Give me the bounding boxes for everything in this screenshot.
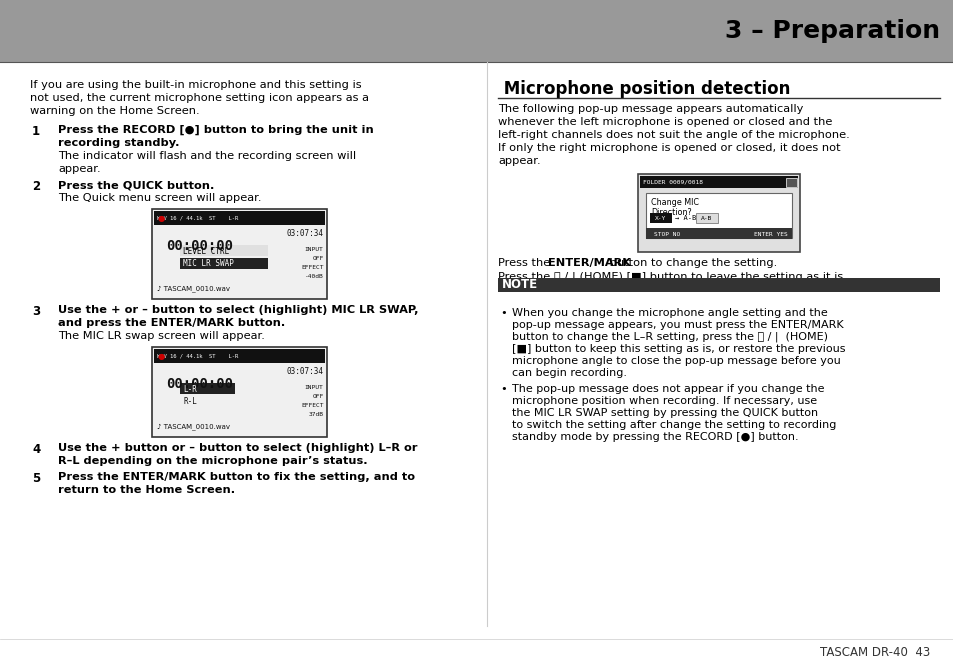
Bar [180,258,268,269]
Text: TASCAM DR-40  43: TASCAM DR-40 43 [819,646,929,660]
Text: The indicator will flash and the recording screen will: The indicator will flash and the recordi… [58,151,355,161]
Bar [696,213,718,223]
Text: return to the Home Screen.: return to the Home Screen. [58,485,234,495]
Bar [497,278,939,292]
Bar [152,347,327,437]
Text: EFFECT: EFFECT [301,265,323,270]
Text: 03:07:34: 03:07:34 [286,367,323,376]
Text: WAV 16 / 44.1k  ST    L-R: WAV 16 / 44.1k ST L-R [157,354,238,358]
Text: Press the ⌛ / | (HOME) [■] button to leave the setting as it is.: Press the ⌛ / | (HOME) [■] button to lea… [497,272,846,282]
Text: → A-B: → A-B [675,215,696,221]
Text: not used, the current microphone setting icon appears as a: not used, the current microphone setting… [30,93,369,103]
Bar [154,349,325,363]
Text: The pop-up message does not appear if you change the: The pop-up message does not appear if yo… [512,384,823,394]
Text: Direction?: Direction? [650,208,691,217]
Text: and press the ENTER/MARK button.: and press the ENTER/MARK button. [58,318,285,328]
Text: R–L depending on the microphone pair’s status.: R–L depending on the microphone pair’s s… [58,456,367,466]
Text: 00:00:00: 00:00:00 [167,377,233,391]
Text: 5: 5 [32,472,40,485]
Text: standby mode by pressing the RECORD [●] button.: standby mode by pressing the RECORD [●] … [512,432,798,442]
Text: 3 – Preparation: 3 – Preparation [724,19,939,43]
Text: can begin recording.: can begin recording. [512,368,626,378]
Text: •: • [499,308,506,318]
Text: ♪ TASCAM_0010.wav: ♪ TASCAM_0010.wav [157,285,231,292]
Text: EFFECT: EFFECT [301,403,323,408]
Bar [0,0,953,62]
Text: X-Y: X-Y [655,215,666,221]
Text: The following pop-up message appears automatically: The following pop-up message appears aut… [497,104,802,114]
Text: Press the QUICK button.: Press the QUICK button. [58,180,214,190]
Text: [■] button to keep this setting as is, or restore the previous: [■] button to keep this setting as is, o… [512,344,844,354]
Bar [180,383,235,394]
Text: 1: 1 [32,125,40,138]
Bar [154,211,325,225]
Text: warning on the Home Screen.: warning on the Home Screen. [30,106,199,116]
Text: The Quick menu screen will appear.: The Quick menu screen will appear. [58,193,261,203]
Text: 03:07:34: 03:07:34 [286,229,323,238]
Text: OFF: OFF [312,394,323,399]
Text: FOLDER 0009/0018: FOLDER 0009/0018 [642,180,702,185]
Text: 2: 2 [32,180,40,193]
Text: LEVEL CTRL: LEVEL CTRL [183,246,230,256]
Text: ENTER YES: ENTER YES [754,231,787,236]
Text: button to change the L–R setting, press the ⌛ / |  (HOME): button to change the L–R setting, press … [512,332,827,342]
Bar [180,245,268,256]
Text: left-right channels does not suit the angle of the microphone.: left-right channels does not suit the an… [497,130,849,140]
Text: L-R: L-R [183,384,197,393]
Text: appear.: appear. [58,164,100,174]
Text: INPUT: INPUT [304,385,323,390]
Text: ENTER/MARK: ENTER/MARK [547,258,630,268]
Bar [154,211,164,225]
Text: ●: ● [157,352,165,360]
Bar [649,213,671,223]
Text: The MIC LR swap screen will appear.: The MIC LR swap screen will appear. [58,331,265,341]
Text: 4: 4 [32,443,40,456]
Text: Use the + or – button to select (highlight) MIC LR SWAP,: Use the + or – button to select (highlig… [58,305,418,315]
Text: 00:00:00: 00:00:00 [167,239,233,253]
Text: 3: 3 [32,305,40,318]
Text: pop-up message appears, you must press the ENTER/MARK: pop-up message appears, you must press t… [512,320,842,330]
Text: R-L: R-L [183,397,197,407]
Text: When you change the microphone angle setting and the: When you change the microphone angle set… [512,308,827,318]
Text: NOTE: NOTE [501,278,537,291]
Bar [152,209,327,299]
Text: MIC LR SWAP: MIC LR SWAP [183,260,234,268]
Text: Press the: Press the [497,258,554,268]
Text: to switch the setting after change the setting to recording: to switch the setting after change the s… [512,420,836,430]
Text: 37dB: 37dB [308,412,323,417]
Bar [645,193,791,238]
Text: ●: ● [157,213,165,223]
Text: ♪ TASCAM_0010.wav: ♪ TASCAM_0010.wav [157,423,231,430]
Text: INPUT: INPUT [304,247,323,252]
Text: appear.: appear. [497,156,540,166]
Text: recording standby.: recording standby. [58,138,179,148]
Text: whenever the left microphone is opened or closed and the: whenever the left microphone is opened o… [497,117,832,127]
Text: Change MIC: Change MIC [650,198,699,207]
Text: Press the ENTER/MARK button to fix the setting, and to: Press the ENTER/MARK button to fix the s… [58,472,415,482]
Text: STOP NO: STOP NO [654,231,679,236]
Text: Microphone position detection: Microphone position detection [497,80,789,98]
Text: microphone position when recording. If necessary, use: microphone position when recording. If n… [512,396,817,406]
Text: If you are using the built-in microphone and this setting is: If you are using the built-in microphone… [30,80,361,90]
Text: WAV 16 / 44.1k  ST    L-R: WAV 16 / 44.1k ST L-R [157,215,238,221]
Text: A-B: A-B [700,215,712,221]
Bar [645,228,791,239]
Bar [639,176,797,188]
Text: -40dB: -40dB [304,274,323,279]
Text: button to change the setting.: button to change the setting. [605,258,777,268]
Text: •: • [499,384,506,394]
Bar [785,178,796,187]
Text: the MIC LR SWAP setting by pressing the QUICK button: the MIC LR SWAP setting by pressing the … [512,408,818,418]
Text: Press the RECORD [●] button to bring the unit in: Press the RECORD [●] button to bring the… [58,125,374,136]
Text: OFF: OFF [312,256,323,261]
Bar [638,174,800,252]
Text: Use the + button or – button to select (highlight) L–R or: Use the + button or – button to select (… [58,443,417,453]
Text: If only the right microphone is opened or closed, it does not: If only the right microphone is opened o… [497,143,840,153]
Text: microphone angle to close the pop-up message before you: microphone angle to close the pop-up mes… [512,356,840,366]
